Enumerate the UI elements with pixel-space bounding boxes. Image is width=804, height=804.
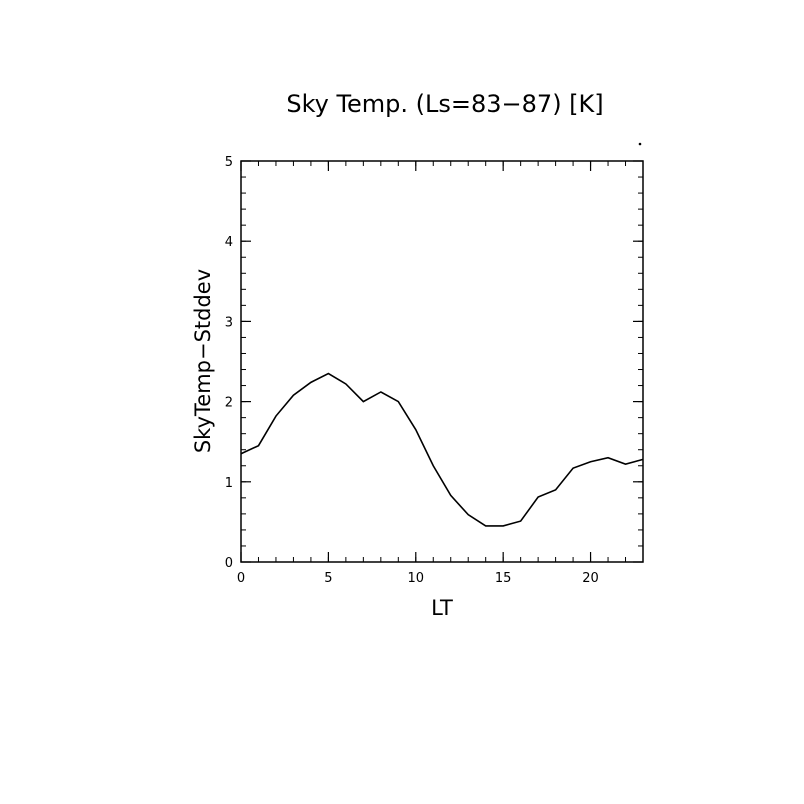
plot-area: 0 5 10 15 20 0 1 2 3 4 5 xyxy=(225,155,644,586)
y-tick-label: 5 xyxy=(225,155,233,170)
series-line xyxy=(240,372,644,527)
chart-title: Sky Temp. (Ls=83−87) [K] xyxy=(286,90,603,118)
x-tick-label: 5 xyxy=(324,571,332,586)
y-tick-labels: 0 1 2 3 4 5 xyxy=(225,155,233,571)
plot-frame xyxy=(240,160,644,563)
corner-dot xyxy=(638,142,642,146)
y-tick-label: 4 xyxy=(225,235,233,250)
y-tick-label: 1 xyxy=(225,476,233,491)
y-tick-label: 0 xyxy=(225,556,233,571)
x-axis-label: LT xyxy=(431,596,453,620)
x-tick-labels: 0 5 10 15 20 xyxy=(237,571,599,586)
x-tick-label: 10 xyxy=(408,571,425,586)
y-tick-label: 3 xyxy=(225,315,233,330)
y-axis-label: SkyTemp−Stddev xyxy=(191,269,215,453)
data-points xyxy=(241,374,643,526)
x-tick-label: 0 xyxy=(237,571,245,586)
x-tick-label: 15 xyxy=(495,571,512,586)
y-tick-label: 2 xyxy=(225,396,233,411)
major-ticks xyxy=(240,160,643,563)
minor-ticks xyxy=(240,160,644,563)
x-tick-label: 20 xyxy=(582,571,599,586)
